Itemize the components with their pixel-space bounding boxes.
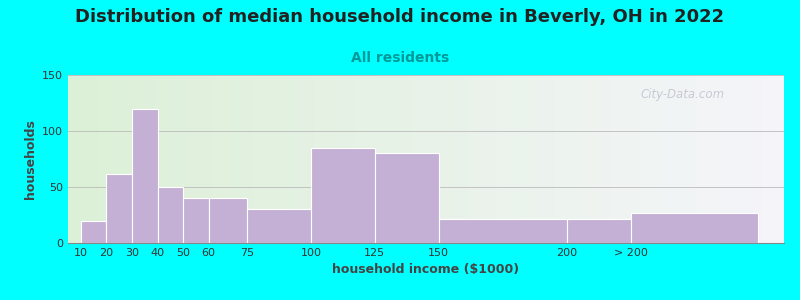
- Text: Distribution of median household income in Beverly, OH in 2022: Distribution of median household income …: [75, 8, 725, 26]
- Bar: [158, 187, 183, 243]
- Bar: [438, 220, 566, 243]
- Bar: [630, 213, 758, 243]
- Text: City-Data.com: City-Data.com: [641, 88, 725, 101]
- Bar: [132, 109, 158, 243]
- X-axis label: household income ($1000): household income ($1000): [333, 263, 519, 276]
- Bar: [106, 174, 132, 243]
- Bar: [81, 220, 106, 243]
- Bar: [183, 198, 209, 243]
- Bar: [209, 198, 247, 243]
- Bar: [311, 148, 375, 243]
- Bar: [247, 209, 311, 243]
- Text: All residents: All residents: [351, 51, 449, 65]
- Y-axis label: households: households: [23, 119, 37, 199]
- Bar: [566, 220, 630, 243]
- Bar: [375, 153, 438, 243]
